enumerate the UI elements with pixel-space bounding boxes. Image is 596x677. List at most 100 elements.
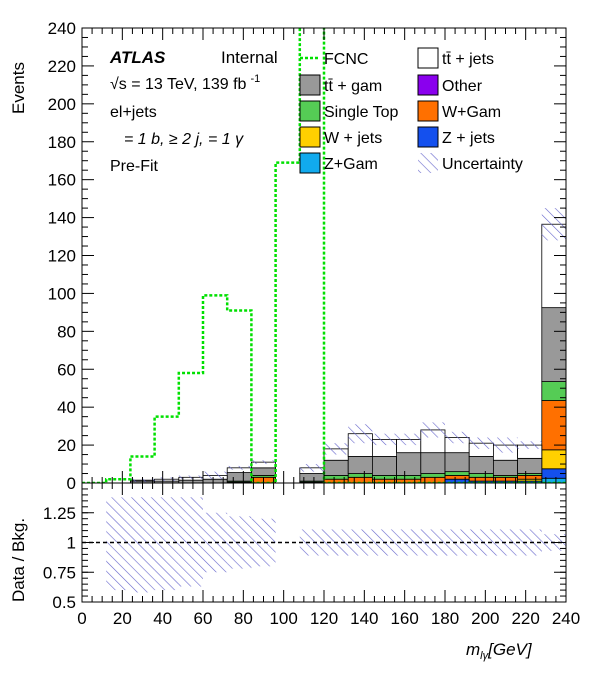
legend-swatch-zgam (299, 152, 321, 174)
bar-ttgam-12 (371, 456, 397, 476)
uncertainty-box-17 (493, 437, 518, 453)
legend-item-other: Other (417, 74, 483, 96)
main-y-tick-label-120: 120 (48, 247, 76, 266)
legend-item-uncertainty: Uncertainty (418, 153, 523, 173)
legend-label-stop: Single Top (324, 104, 399, 121)
bar-ttgam-13 (396, 452, 422, 476)
legend-swatch-uncertainty (418, 153, 438, 173)
bar-ttgam-10 (323, 459, 349, 476)
legend-swatch-stop (299, 100, 321, 122)
legend-item-wjets: W + jets (299, 126, 382, 148)
ratio-band-box-3 (154, 497, 179, 591)
main-y-tick-label-160: 160 (48, 171, 76, 190)
atlas-label-block: ATLAS Internal √s = 13 TeV, 139 fb -1 el+… (109, 48, 278, 175)
uncertainty-box-3 (154, 477, 179, 482)
legend-swatch-ttgam (299, 74, 321, 96)
legend-label-ttgam: tt̄ + gam (324, 78, 382, 95)
legend-label-ttjets: tt̄ + jets (442, 51, 494, 68)
legend-item-stop: Single Top (299, 100, 399, 122)
ratio-y-axis-title: Data / Bkg. (9, 518, 28, 602)
uncertainty-box-18 (517, 441, 542, 449)
legend-label-uncertainty: Uncertainty (442, 156, 523, 173)
bar-ttgam-11 (347, 456, 373, 474)
uncertainty-box-6 (227, 465, 252, 470)
legend-label-zjets: Z + jets (442, 130, 495, 147)
main-y-tick-label-40: 40 (57, 398, 76, 417)
ratio-y-tick-label-1: 1 (67, 534, 76, 553)
bar-ttgam-16 (468, 456, 494, 474)
x-tick-label-220: 220 (511, 609, 539, 628)
bar-ttgam-7 (250, 467, 276, 476)
selection-label: = 1 b, ≥ 2 j, = 1 γ (124, 131, 244, 148)
legend-item-zgam: Z+Gam (299, 152, 378, 174)
uncertainty-box-11 (348, 424, 373, 444)
energy-label: √s = 13 TeV, 139 fb -1 (110, 73, 260, 93)
legend-label-wgam: W+Gam (442, 104, 501, 121)
x-tick-label-60: 60 (194, 609, 213, 628)
stage-label: Pre-Fit (110, 158, 159, 175)
main-y-ticks: 0 20 40 60 80 100 120 140 160 180 200 220 240 (48, 19, 566, 493)
ratio-y-tick-label-0.75: 0.75 (43, 563, 76, 582)
x-tick-label-180: 180 (431, 609, 459, 628)
main-y-tick-label-180: 180 (48, 133, 76, 152)
bar-ttgam-17 (492, 459, 518, 476)
legend-item-zjets: Z + jets (417, 126, 495, 148)
channel-label: el+jets (110, 104, 157, 121)
x-tick-label-140: 140 (350, 609, 378, 628)
legend-item-fcnc: FCNC (300, 51, 368, 68)
uncertainty-box-16 (469, 437, 494, 449)
bar-wjets-19 (541, 449, 567, 470)
uncertainty-box-13 (396, 433, 421, 446)
legend-item-wgam: W+Gam (417, 100, 501, 122)
main-y-tick-label-200: 200 (48, 95, 76, 114)
main-x-ticks (81, 28, 567, 483)
x-tick-label-80: 80 (234, 609, 253, 628)
uncertainty-box-5 (203, 471, 228, 480)
bar-stop-14 (420, 473, 446, 478)
x-axis-title-main: m (466, 640, 480, 659)
x-tick-label-120: 120 (310, 609, 338, 628)
uncertainty-box-12 (372, 433, 397, 446)
main-y-tick-label-240: 240 (48, 19, 76, 38)
uncertainty-box-4 (178, 475, 203, 480)
main-y-tick-label-80: 80 (57, 322, 76, 341)
uncertainty-box-15 (445, 431, 470, 444)
legend-item-ttgam: tt̄ + gam (299, 74, 382, 96)
bar-wgam-18 (517, 475, 543, 480)
x-tick-label-100: 100 (269, 609, 297, 628)
uncertainty-box-10 (324, 443, 349, 455)
legend-item-ttjets: tt̄ + jets (417, 47, 494, 69)
x-tick-label-200: 200 (471, 609, 499, 628)
uncertainty-box-19 (541, 208, 566, 241)
ratio-band-box-11 (348, 529, 373, 556)
bar-stop-13 (396, 475, 422, 480)
bar-ttgam-19 (541, 307, 567, 382)
bar-ttgam-18 (517, 457, 543, 474)
x-tick-label-160: 160 (390, 609, 418, 628)
main-y-tick-label-60: 60 (57, 360, 76, 379)
main-y-tick-label-140: 140 (48, 209, 76, 228)
main-y-tick-label-0: 0 (67, 474, 76, 493)
x-tick-label-40: 40 (153, 609, 172, 628)
ratio-y-ticks: 0.5 0.75 1 1.25 (43, 488, 566, 612)
legend-swatch-wgam (417, 100, 439, 122)
ratio-band-box-1 (106, 497, 131, 591)
legend-label-wjets: W + jets (324, 130, 382, 147)
ratio-band-box-2 (130, 497, 155, 593)
ratio-y-tick-label-1.25: 1.25 (43, 504, 76, 523)
bar-ttgam-15 (444, 452, 470, 473)
uncertainty-box-14 (420, 422, 445, 438)
x-axis-title-sub: lγ (480, 650, 489, 662)
main-y-tick-label-220: 220 (48, 57, 76, 76)
uncertainty-box-7 (251, 460, 276, 465)
main-frame (81, 27, 567, 484)
bar-wgam-19 (541, 400, 567, 451)
uncertainty-band (130, 208, 566, 483)
bar-ttgam-6 (226, 472, 252, 482)
legend-swatch-other (417, 74, 439, 96)
ratio-band-box-9 (299, 529, 324, 556)
uncertainty-box-9 (299, 464, 324, 472)
bar-wgam-16 (468, 476, 494, 482)
ratio-plot-area: 0.5 0.75 1 1.25 0 20 40 60 80 100 120 140 160 180 200… (43, 482, 580, 628)
x-tick-label-240: 240 (552, 609, 580, 628)
